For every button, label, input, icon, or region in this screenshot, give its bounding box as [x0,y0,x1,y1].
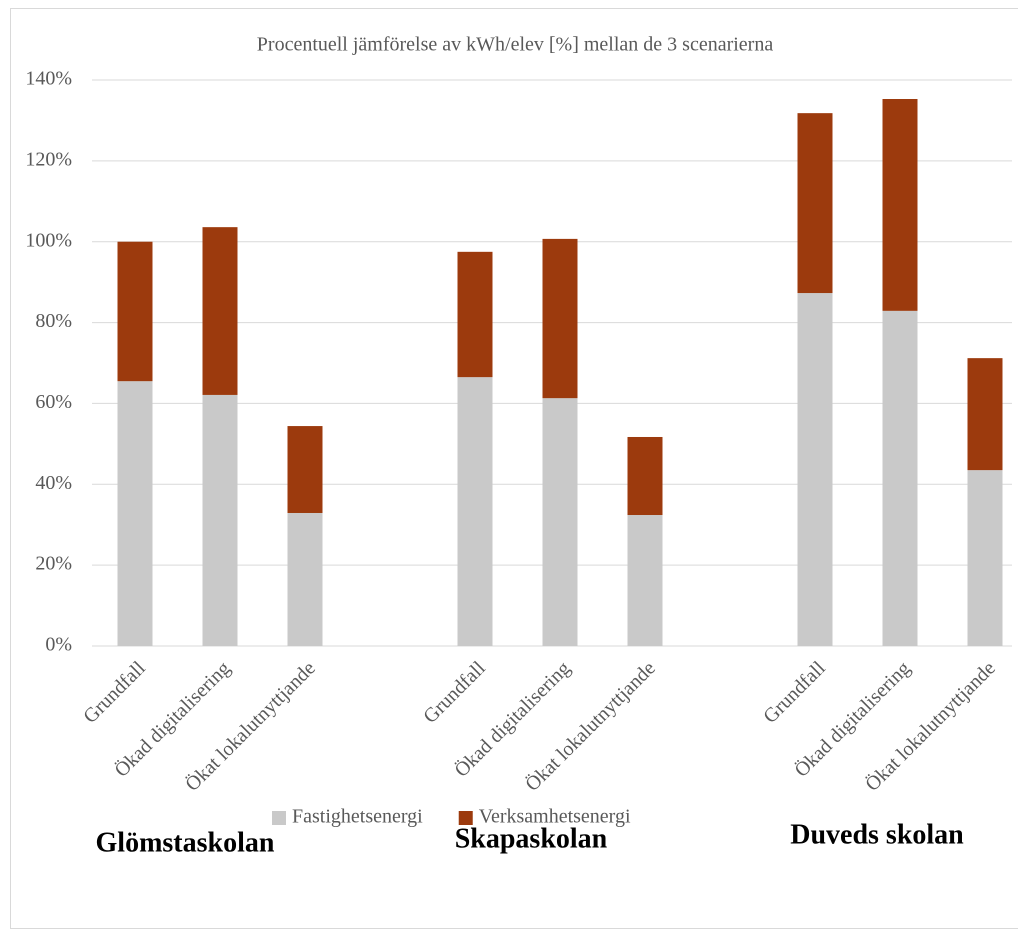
bar-segment [117,381,153,646]
y-tick-label: 80% [35,310,72,332]
chart-border [10,8,1018,929]
bar-segment [627,515,663,646]
bar-segment [542,398,578,646]
bar-segment [882,310,918,646]
bar-segment [797,113,833,294]
bar-segment [202,227,238,395]
legend-label: Verksamhetsenergi [479,806,631,828]
bar-segment [627,436,663,516]
x-tick-label: Grundfall [79,657,150,728]
y-tick-label: 20% [35,553,72,575]
group-label: Skapaskolan [455,823,608,854]
bar-segment [287,512,323,646]
y-tick-label: 60% [35,391,72,413]
bar-segment [797,293,833,646]
bar-segment [117,241,153,382]
legend-label: Fastighetsenergi [292,806,423,828]
y-tick-label: 120% [25,148,72,170]
x-tick-label: Grundfall [759,657,830,728]
bar-segment [967,470,1003,646]
bar-segment [457,251,493,378]
legend-swatch [272,811,286,825]
chart-title: Procentuell jämförelse av kWh/elev [%] m… [257,34,774,56]
group-label: Duveds skolan [790,819,964,850]
bar-segment [202,394,238,646]
bar-segment [287,426,323,513]
y-tick-label: 140% [25,68,72,90]
bar-segment [457,377,493,646]
y-tick-label: 0% [45,634,72,656]
legend-swatch [458,811,473,825]
group-label: Glömstaskolan [96,827,275,858]
bar-segment [542,238,578,399]
x-tick-label: Grundfall [419,657,490,728]
bar-segment [882,99,918,311]
y-tick-label: 40% [35,472,72,494]
y-tick-label: 100% [25,229,72,251]
bar-segment [967,358,1003,471]
